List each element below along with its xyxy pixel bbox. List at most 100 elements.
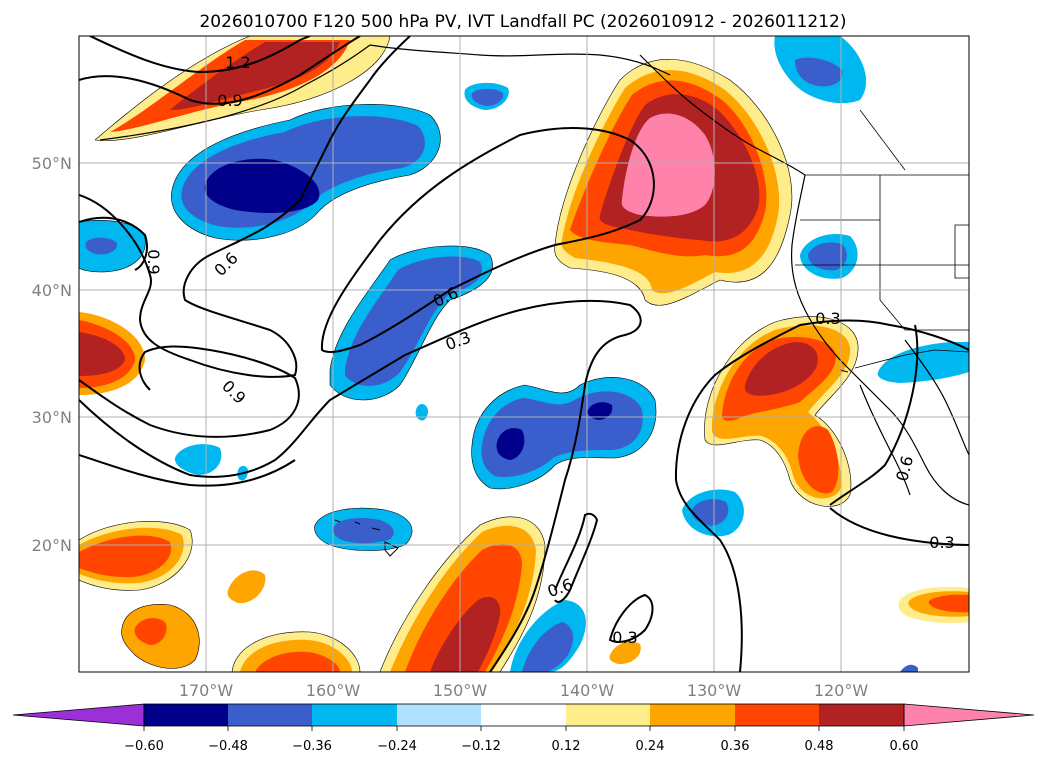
pos-anomaly-subtrop-band-red — [255, 651, 340, 672]
pos-anomaly-south-central-red — [405, 544, 522, 672]
filled-contours — [79, 36, 969, 672]
neg-anomaly-socal-mid — [808, 242, 847, 271]
colorbar-swatch — [144, 704, 228, 726]
outline-mid-south — [471, 377, 657, 490]
colorbar: −0.60 −0.48 −0.36 −0.24 −0.12 0.12 0.24 … — [12, 703, 1035, 754]
pv-contour-0p9-west — [79, 345, 300, 438]
pv-contour-0p6-gulf — [79, 36, 411, 378]
colorbar-tick-label: −0.36 — [292, 739, 332, 754]
lon-tick-label: 130°W — [687, 681, 742, 700]
pos-anomaly-west-edge-core — [79, 332, 125, 376]
lon-tick-labels: 170°W 160°W 150°W 140°W 130°W 120°W — [179, 681, 869, 700]
outline-subtrop — [231, 631, 361, 672]
island-hawaii-1 — [334, 519, 341, 523]
lon-tick-label: 120°W — [814, 681, 869, 700]
colorbar-tick-label: −0.60 — [124, 739, 164, 754]
contour-label: 0.3 — [929, 533, 954, 552]
borders — [795, 109, 969, 369]
coast-wa-or-ca — [790, 174, 969, 506]
pos-anomaly-small-2 — [609, 641, 641, 665]
pos-anomaly-california-darkred — [744, 342, 818, 396]
colorbar-tick-label: −0.48 — [208, 739, 248, 754]
pos-anomaly-east-edge-red — [928, 594, 969, 613]
lat-tick-label: 50°N — [32, 154, 72, 173]
colorbar-swatch — [819, 704, 904, 726]
coast-alaska-south — [369, 44, 671, 76]
contour-label: 0.9 — [144, 249, 163, 274]
border-mexico — [854, 349, 969, 369]
pv-contour-0p3-east-lower — [829, 507, 969, 546]
lat-tick-labels: 50°N 40°N 30°N 20°N — [32, 154, 72, 555]
gridlines — [79, 36, 969, 672]
pv-contour-1p2 — [89, 36, 311, 74]
colorbar-tick-label: 0.24 — [636, 739, 665, 754]
pv-contour-0p3-south — [79, 454, 296, 487]
pos-anomaly-hawaii-west-red — [79, 535, 172, 578]
neg-anomaly-small-3 — [415, 404, 428, 421]
neg-anomaly-se-corner — [900, 664, 918, 672]
outline-aleutian — [94, 36, 391, 141]
neg-anomaly-mid-south-core-1 — [496, 428, 525, 460]
pv-contour-0p6-south — [554, 512, 599, 603]
colorbar-tick-labels: −0.60 −0.48 −0.36 −0.24 −0.12 0.12 0.24 … — [124, 739, 918, 754]
colorbar-extend-min — [12, 703, 145, 727]
pv-contour-0p9-far-west — [79, 216, 148, 271]
neg-anomaly-mid-south-core-2 — [587, 402, 613, 420]
map-title: 2026010700 F120 500 hPa PV, IVT Landfall… — [199, 12, 846, 32]
pos-anomaly-south-central-darkred — [430, 596, 501, 672]
colorbar-swatch — [735, 704, 819, 726]
colorbar-tick-label: −0.24 — [377, 739, 417, 754]
coast-bc — [639, 54, 806, 176]
pv-contour-0p3-east — [674, 319, 969, 672]
colorbar-tick-label: 0.36 — [721, 739, 750, 754]
outline-pnw — [554, 59, 793, 306]
colorbar-ticks — [143, 726, 905, 731]
colorbar-swatch — [397, 704, 481, 726]
pv-contour-0p9-north — [79, 36, 361, 105]
filled-contour-outlines — [79, 36, 859, 672]
lon-tick-label: 150°W — [433, 681, 488, 700]
colorbar-swatch — [228, 704, 312, 726]
colorbar-swatch — [481, 704, 566, 726]
contour-label: 1.2 — [225, 53, 250, 72]
colorbar-tick-label: 0.12 — [552, 739, 581, 754]
coast-aleutians — [99, 44, 371, 141]
lon-tick-label: 160°W — [306, 681, 361, 700]
pv-contour-0p3-central — [79, 299, 642, 672]
colorbar-tick-label: −0.12 — [461, 739, 501, 754]
colorbar-tick-label: 0.60 — [890, 739, 919, 754]
islands — [334, 369, 849, 557]
island-hawaii-4 — [384, 541, 399, 557]
outline-central — [329, 245, 493, 401]
map-panel: 1.2 0.9 0.9 0.9 0.6 0.6 0.3 0.3 0.6 0.3 … — [78, 35, 970, 673]
outline-west-1 — [79, 220, 146, 273]
pos-anomaly-sw-1-core — [134, 618, 167, 645]
colorbar-swatch — [312, 704, 397, 726]
border-states-3 — [795, 264, 969, 331]
neg-anomaly-mexico — [877, 342, 969, 383]
neg-anomaly-central-mid — [345, 256, 483, 386]
pv-contour-0p6-central — [320, 127, 655, 354]
neg-anomaly-bc-north-mid — [795, 57, 843, 87]
pv-contour-0p6-east — [829, 324, 919, 506]
neg-anomaly-south-mid — [522, 622, 574, 672]
contour-label: 0.9 — [217, 91, 242, 110]
island-hawaii-3 — [371, 527, 381, 531]
neg-anomaly-small-4 — [174, 444, 222, 475]
colorbar-tick-label: 0.48 — [805, 739, 834, 754]
lat-tick-label: 30°N — [32, 408, 72, 427]
colorbar-frame — [143, 703, 905, 727]
neg-anomaly-east-trop-mid — [691, 499, 729, 526]
island-hawaii-2 — [354, 521, 361, 525]
lon-tick-label: 140°W — [560, 681, 615, 700]
lat-tick-label: 40°N — [32, 281, 72, 300]
pv-contours — [79, 36, 969, 672]
contour-label: 0.3 — [815, 309, 840, 328]
outline-sw-1 — [121, 604, 200, 669]
lat-tick-label: 20°N — [32, 536, 72, 555]
lon-tick-label: 170°W — [179, 681, 234, 700]
colorbar-swatch — [650, 704, 735, 726]
colorbar-extend-max — [903, 703, 1035, 727]
map-frame — [78, 35, 970, 673]
